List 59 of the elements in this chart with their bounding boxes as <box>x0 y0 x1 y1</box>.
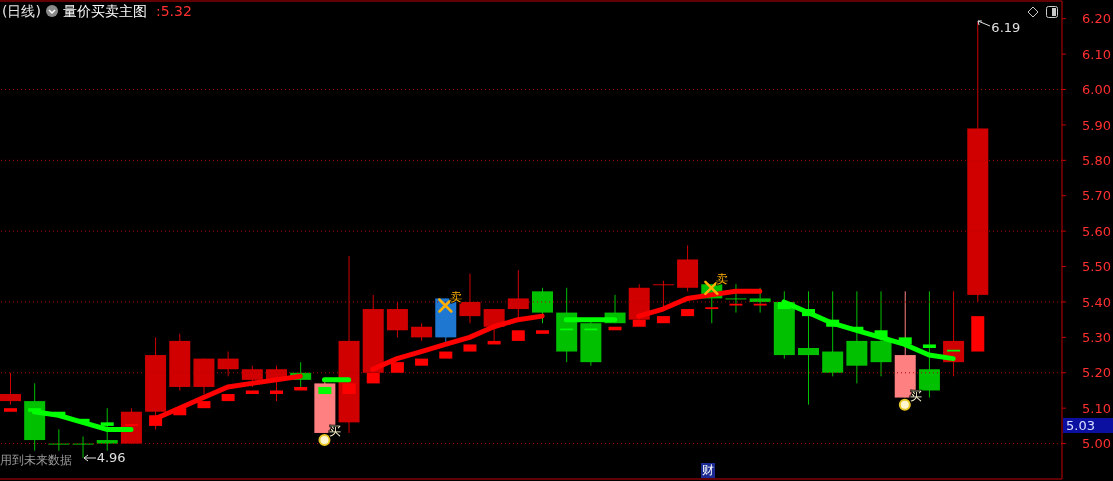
y-tick-label: 5.30 <box>1082 329 1111 345</box>
data-label: 买 <box>329 424 342 439</box>
point <box>318 434 331 447</box>
data-label: 卖 <box>716 271 729 286</box>
candlestick <box>217 351 239 377</box>
y-tick-label: 5.70 <box>1082 188 1111 204</box>
bar <box>342 383 356 395</box>
y-tick-label: 5.90 <box>1082 117 1111 133</box>
annotation: 用到未来数据 <box>0 452 72 469</box>
candlestick <box>241 365 263 388</box>
candlestick <box>870 290 892 377</box>
bar <box>366 372 380 384</box>
y-tick-label: 5.00 <box>1082 436 1111 452</box>
y-tick-label: 6.00 <box>1082 82 1111 98</box>
bar <box>270 390 283 395</box>
y-tick-label: 5.80 <box>1082 152 1111 168</box>
candlestick <box>0 372 21 406</box>
annotation: 财 <box>701 463 715 478</box>
bar <box>245 390 259 395</box>
chart-title: (日线) <box>2 3 41 19</box>
bar <box>922 344 936 348</box>
y-tick-label: 5.60 <box>1082 223 1111 239</box>
bar <box>415 358 429 366</box>
bar <box>100 422 114 426</box>
y-tick-label: 6.20 <box>1082 11 1111 27</box>
y-tick-label: 6.10 <box>1082 46 1111 62</box>
candlestick <box>48 428 70 452</box>
bar <box>536 330 549 334</box>
y-tick-label: 5.40 <box>1082 294 1111 310</box>
candlestick <box>96 407 118 452</box>
bar <box>511 330 525 341</box>
point <box>898 398 911 411</box>
bar <box>390 362 404 373</box>
annotation: 6.19 <box>991 20 1021 36</box>
candlestick <box>725 283 747 314</box>
chart-subtitle: 量价买卖主图 <box>62 3 147 19</box>
data-label: 买 <box>909 388 922 403</box>
y-tick-label: 5.10 <box>1082 400 1111 416</box>
bar <box>318 386 332 395</box>
text: 5.03 <box>1063 418 1113 433</box>
bar <box>971 316 985 352</box>
y-tick-label: 5.50 <box>1082 259 1111 275</box>
y-tick-label: 5.20 <box>1082 365 1111 381</box>
candlestick <box>532 287 553 324</box>
annotation: 4.96 <box>96 449 126 465</box>
bar <box>439 351 453 359</box>
bar <box>463 344 477 352</box>
bar <box>681 309 695 317</box>
bar <box>197 401 211 409</box>
candlestick <box>386 301 408 338</box>
bar <box>4 408 17 412</box>
bar <box>656 316 670 324</box>
annotation: :5.32 <box>155 3 192 19</box>
candlestick <box>798 290 819 406</box>
data-label: 卖 <box>450 289 463 304</box>
candlestick <box>749 287 771 314</box>
bar <box>632 319 646 327</box>
candlestick <box>822 290 844 377</box>
bar <box>221 394 235 402</box>
